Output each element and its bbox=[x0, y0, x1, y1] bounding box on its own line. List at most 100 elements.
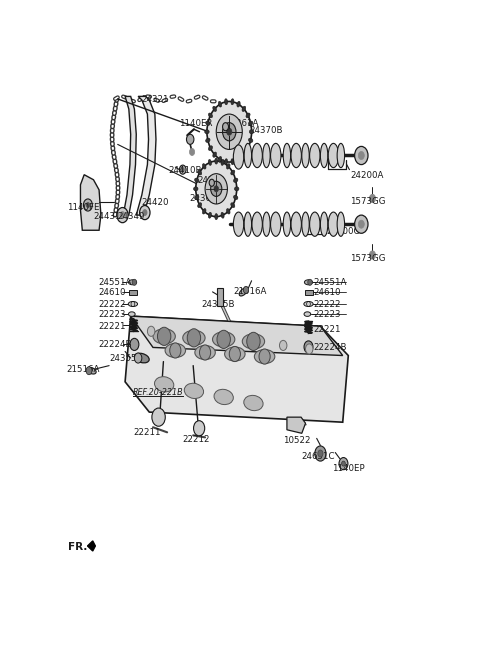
Ellipse shape bbox=[271, 144, 281, 168]
Ellipse shape bbox=[234, 178, 238, 182]
Ellipse shape bbox=[254, 350, 275, 363]
Polygon shape bbox=[87, 541, 96, 546]
Circle shape bbox=[318, 450, 323, 457]
Text: 24551A: 24551A bbox=[98, 278, 132, 287]
Ellipse shape bbox=[252, 212, 263, 236]
Circle shape bbox=[259, 349, 270, 364]
Bar bbox=[305, 290, 313, 295]
Ellipse shape bbox=[310, 144, 320, 168]
Ellipse shape bbox=[225, 347, 245, 361]
Text: 22221: 22221 bbox=[313, 325, 340, 334]
Text: 22223: 22223 bbox=[98, 310, 125, 319]
Circle shape bbox=[130, 338, 139, 350]
Circle shape bbox=[216, 114, 242, 150]
Circle shape bbox=[132, 279, 137, 285]
Ellipse shape bbox=[321, 212, 328, 236]
Ellipse shape bbox=[198, 170, 202, 175]
Circle shape bbox=[190, 148, 195, 155]
Circle shape bbox=[305, 344, 313, 354]
Ellipse shape bbox=[304, 302, 313, 306]
Ellipse shape bbox=[244, 144, 252, 168]
Circle shape bbox=[157, 327, 171, 346]
Ellipse shape bbox=[328, 212, 338, 236]
Ellipse shape bbox=[237, 156, 240, 162]
Text: 24375B: 24375B bbox=[202, 300, 235, 309]
Ellipse shape bbox=[227, 163, 230, 169]
Circle shape bbox=[315, 446, 326, 461]
Ellipse shape bbox=[231, 159, 234, 165]
Ellipse shape bbox=[227, 209, 230, 214]
Circle shape bbox=[308, 279, 312, 285]
Ellipse shape bbox=[87, 367, 96, 374]
Circle shape bbox=[342, 461, 345, 466]
Ellipse shape bbox=[129, 279, 137, 285]
Text: 1573GG: 1573GG bbox=[350, 253, 385, 262]
Circle shape bbox=[207, 102, 252, 162]
Ellipse shape bbox=[246, 146, 250, 150]
Circle shape bbox=[227, 128, 232, 135]
Ellipse shape bbox=[184, 383, 204, 398]
Ellipse shape bbox=[208, 159, 212, 165]
Text: 21516A: 21516A bbox=[233, 287, 266, 297]
Circle shape bbox=[140, 205, 150, 220]
Text: 24200A: 24200A bbox=[350, 171, 384, 180]
Circle shape bbox=[134, 353, 142, 363]
Circle shape bbox=[186, 134, 194, 144]
Circle shape bbox=[217, 330, 230, 348]
Ellipse shape bbox=[195, 346, 216, 359]
Text: FR.: FR. bbox=[68, 543, 87, 552]
Circle shape bbox=[152, 408, 165, 426]
Text: 1573GG: 1573GG bbox=[350, 197, 385, 206]
Ellipse shape bbox=[215, 214, 218, 220]
Ellipse shape bbox=[234, 195, 238, 199]
Ellipse shape bbox=[304, 279, 312, 285]
Ellipse shape bbox=[291, 144, 301, 168]
Ellipse shape bbox=[239, 288, 248, 296]
Circle shape bbox=[229, 346, 240, 361]
Circle shape bbox=[370, 194, 375, 203]
Ellipse shape bbox=[337, 212, 345, 236]
Ellipse shape bbox=[193, 187, 198, 191]
Text: 1140EP: 1140EP bbox=[332, 464, 364, 473]
Circle shape bbox=[211, 181, 222, 196]
Text: 24361A: 24361A bbox=[226, 119, 259, 128]
Ellipse shape bbox=[337, 144, 345, 168]
Text: 24431: 24431 bbox=[94, 212, 121, 220]
Ellipse shape bbox=[304, 312, 311, 316]
Text: 22223: 22223 bbox=[313, 310, 340, 319]
Polygon shape bbox=[125, 316, 348, 422]
Ellipse shape bbox=[204, 130, 209, 134]
Text: 24355F: 24355F bbox=[109, 354, 142, 363]
Text: 10522: 10522 bbox=[283, 436, 311, 445]
Ellipse shape bbox=[263, 144, 270, 168]
Circle shape bbox=[86, 203, 90, 207]
Ellipse shape bbox=[155, 377, 174, 392]
Polygon shape bbox=[87, 546, 96, 551]
Text: 22224B: 22224B bbox=[98, 340, 132, 350]
Text: 24321: 24321 bbox=[142, 95, 169, 104]
Text: 1140FE: 1140FE bbox=[67, 203, 99, 212]
Ellipse shape bbox=[252, 144, 263, 168]
Text: 24100C: 24100C bbox=[326, 227, 360, 236]
Circle shape bbox=[243, 286, 249, 293]
Circle shape bbox=[279, 340, 287, 350]
Ellipse shape bbox=[198, 203, 202, 207]
Text: 24350: 24350 bbox=[197, 176, 224, 185]
Ellipse shape bbox=[129, 312, 135, 316]
Text: 24361A: 24361A bbox=[190, 194, 223, 203]
Text: 24420: 24420 bbox=[142, 199, 169, 207]
Ellipse shape bbox=[321, 144, 328, 168]
Ellipse shape bbox=[242, 106, 246, 112]
Ellipse shape bbox=[213, 106, 216, 112]
Ellipse shape bbox=[225, 159, 228, 165]
Ellipse shape bbox=[328, 144, 338, 168]
Circle shape bbox=[223, 123, 228, 131]
Ellipse shape bbox=[203, 163, 206, 169]
Text: 24410B: 24410B bbox=[168, 166, 202, 175]
Circle shape bbox=[339, 458, 348, 470]
Circle shape bbox=[355, 146, 368, 165]
Ellipse shape bbox=[218, 156, 222, 162]
Polygon shape bbox=[131, 316, 343, 356]
Circle shape bbox=[120, 212, 125, 218]
Circle shape bbox=[209, 179, 215, 186]
